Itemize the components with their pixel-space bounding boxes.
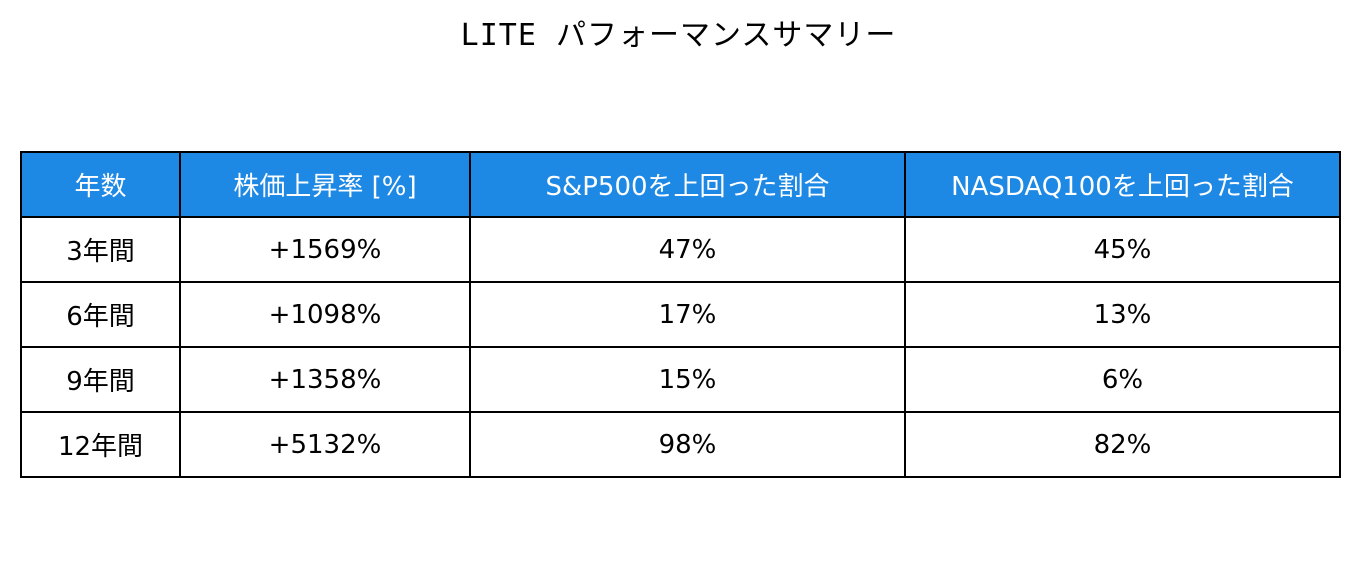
cell-beat-sp500: 15%	[469, 346, 906, 413]
cell-beat-sp500: 98%	[469, 411, 906, 478]
table-row: 3年間 +1569% 47% 45%	[20, 216, 1341, 283]
cell-beat-sp500: 17%	[469, 281, 906, 348]
header-beat-nasdaq100: NASDAQ100を上回った割合	[904, 151, 1341, 218]
cell-price-increase: +1098%	[179, 281, 471, 348]
cell-price-increase: +1569%	[179, 216, 471, 283]
cell-years: 9年間	[20, 346, 181, 413]
cell-years: 12年間	[20, 411, 181, 478]
cell-beat-sp500: 47%	[469, 216, 906, 283]
table-header-row: 年数 株価上昇率 [%] S&P500を上回った割合 NASDAQ100を上回っ…	[20, 151, 1341, 218]
cell-price-increase: +5132%	[179, 411, 471, 478]
table-row: 9年間 +1358% 15% 6%	[20, 346, 1341, 413]
cell-beat-nasdaq100: 82%	[904, 411, 1341, 478]
table-row: 6年間 +1098% 17% 13%	[20, 281, 1341, 348]
chart-title: LITE パフォーマンスサマリー	[460, 18, 897, 53]
header-beat-sp500: S&P500を上回った割合	[469, 151, 906, 218]
table-row: 12年間 +5132% 98% 82%	[20, 411, 1341, 478]
header-years: 年数	[20, 151, 181, 218]
header-price-increase: 株価上昇率 [%]	[179, 151, 471, 218]
cell-beat-nasdaq100: 13%	[904, 281, 1341, 348]
cell-years: 6年間	[20, 281, 181, 348]
cell-beat-nasdaq100: 6%	[904, 346, 1341, 413]
cell-price-increase: +1358%	[179, 346, 471, 413]
cell-beat-nasdaq100: 45%	[904, 216, 1341, 283]
cell-years: 3年間	[20, 216, 181, 283]
performance-summary-table: 年数 株価上昇率 [%] S&P500を上回った割合 NASDAQ100を上回っ…	[20, 151, 1341, 478]
